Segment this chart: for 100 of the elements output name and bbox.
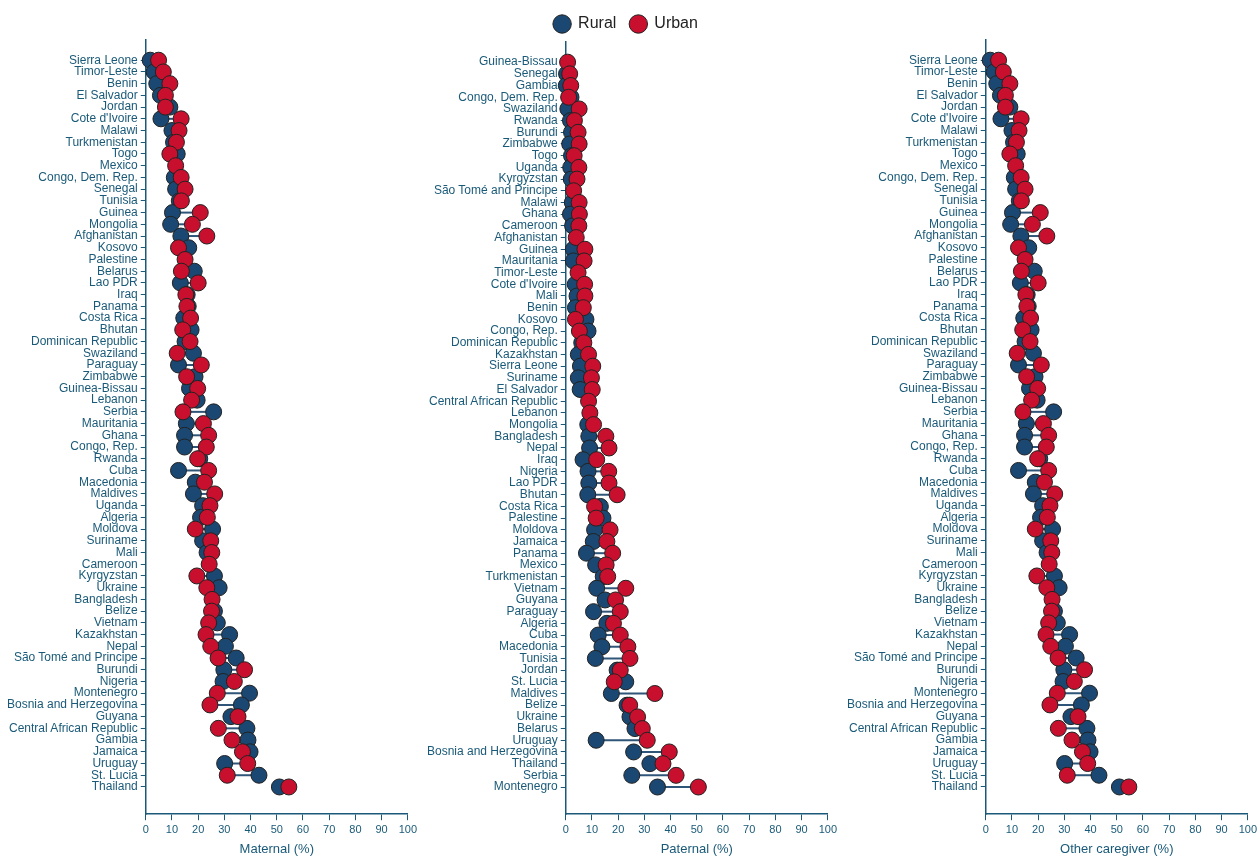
x-tick-label: 70	[323, 822, 336, 835]
x-tick-label: 10	[165, 822, 179, 835]
x-tick-label: 40	[664, 822, 677, 835]
y-tick-label: Mongolia	[509, 416, 559, 431]
x-axis-title: Maternal (%)	[239, 840, 314, 856]
y-tick-label: Congo, Dem. Rep.	[458, 89, 558, 104]
x-tick-label: 20	[192, 822, 205, 835]
x-tick-label: 100	[818, 822, 837, 835]
y-tick-label: El Salvador	[76, 87, 138, 102]
y-tick-label: Central African Republic	[429, 393, 558, 408]
x-axis-title: Paternal (%)	[660, 840, 733, 856]
y-tick-label: Macedonia	[919, 474, 979, 489]
y-tick-label: Rwanda	[513, 112, 559, 127]
y-tick-label: Kyrgyzstan	[78, 568, 138, 583]
y-tick-label: Ghana	[941, 427, 979, 442]
legend-label: Urban	[654, 14, 698, 32]
y-tick-label: Uruguay	[512, 732, 558, 747]
y-tick-label: Mongolia	[89, 216, 139, 231]
y-tick-label: El Salvador	[916, 87, 978, 102]
y-tick-label: Congo, Rep.	[910, 439, 978, 454]
x-tick-label: 70	[1163, 822, 1176, 835]
y-tick-label: Paraguay	[926, 357, 978, 372]
y-tick-label: Sierra Leone	[909, 52, 979, 67]
y-tick-label: Belarus	[97, 263, 138, 278]
y-tick-label: Togo	[531, 148, 559, 162]
y-tick-label: Costa Rica	[79, 310, 139, 325]
x-tick-label: 50	[690, 822, 703, 835]
y-tick-label: Guyana	[515, 592, 559, 607]
y-tick-label: Thailand	[931, 779, 978, 794]
y-tick-label: Sierra Leone	[69, 52, 139, 67]
x-tick-label: 30	[638, 822, 651, 835]
y-tick-label: Paraguay	[86, 357, 138, 372]
y-tick-label: Jordan	[101, 99, 138, 114]
x-tick-label: 0	[982, 822, 989, 835]
y-tick-label: Macedonia	[79, 474, 139, 489]
x-tick-label: 90	[1215, 822, 1228, 835]
y-tick-label: Palestine	[508, 510, 559, 525]
y-tick-label: Kosovo	[517, 311, 559, 326]
y-tick-label: Ghana	[101, 427, 139, 442]
x-tick-label: 20	[1032, 822, 1045, 835]
y-tick-label: Guinea-Bissau	[479, 54, 558, 69]
x-tick-label: 100	[1238, 822, 1257, 835]
y-tick-label: Nigeria	[99, 673, 139, 688]
x-tick-label: 0	[562, 822, 569, 835]
y-tick-label: Guinea-Bissau	[59, 380, 138, 395]
y-tick-label: Vietnam	[513, 580, 558, 595]
x-tick-label: 30	[218, 822, 231, 835]
x-tick-label: 50	[1110, 822, 1123, 835]
y-tick-label: Togo	[111, 146, 139, 161]
y-tick-label: Kyrgyzstan	[918, 568, 978, 583]
y-tick-label: Cameroon	[921, 556, 978, 571]
y-tick-label: Nigeria	[939, 673, 979, 688]
x-tick-label: 60	[1136, 822, 1150, 835]
y-tick-label: Cuba	[109, 462, 139, 477]
y-tick-label: Ghana	[521, 206, 559, 221]
y-tick-label: Guinea	[939, 204, 979, 219]
legend-label: Rural	[578, 14, 617, 32]
x-tick-label: 20	[612, 822, 625, 835]
y-tick-label: Panama	[933, 298, 979, 313]
y-tick-label: Guinea	[99, 204, 139, 219]
x-tick-label: 80	[769, 822, 782, 835]
y-tick-label: Belize	[945, 603, 979, 618]
y-tick-label: Cameroon	[81, 556, 138, 571]
y-tick-label: Jordan	[941, 99, 978, 114]
y-tick-label: Panama	[93, 298, 139, 313]
y-tick-label: Belize	[105, 603, 139, 618]
y-tick-label: Lebanon	[91, 392, 138, 407]
x-tick-label: 80	[349, 822, 362, 835]
y-tick-label: Jordan	[521, 662, 558, 677]
y-tick-label: Nepal	[946, 638, 978, 653]
y-tick-label: Bangladesh	[914, 591, 978, 606]
x-tick-label: 30	[1058, 822, 1071, 835]
y-tick-label: Cote d'Ivoire	[490, 276, 559, 291]
x-tick-label: 60	[296, 822, 310, 835]
y-tick-label: Thailand	[91, 779, 138, 794]
y-tick-label: Congo, Dem. Rep.	[38, 169, 138, 184]
y-tick-label: Congo, Dem. Rep.	[878, 169, 978, 184]
y-tick-label: Turkmenistan	[905, 134, 978, 149]
y-tick-label: Nepal	[106, 638, 138, 653]
x-tick-label: 100	[398, 822, 417, 835]
x-tick-label: 90	[795, 822, 808, 835]
y-tick-label: Belarus	[937, 263, 978, 278]
x-tick-label: 50	[270, 822, 283, 835]
y-tick-label: Guinea	[519, 241, 559, 256]
x-tick-label: 70	[743, 822, 756, 835]
x-tick-label: 10	[1005, 822, 1019, 835]
y-tick-label: Lebanon	[931, 392, 978, 407]
y-tick-label: Guinea-Bissau	[899, 380, 978, 395]
y-tick-label: Cuba	[949, 462, 979, 477]
x-tick-label: 40	[1084, 822, 1097, 835]
y-tick-label: Congo, Rep.	[70, 439, 138, 454]
y-tick-label: Belize	[525, 697, 559, 712]
y-tick-label: Nigeria	[519, 463, 559, 478]
y-tick-label: Sierra Leone	[489, 358, 559, 373]
x-tick-label: 40	[244, 822, 257, 835]
y-tick-label: Serbia	[523, 767, 559, 782]
y-tick-label: Nepal	[526, 440, 558, 455]
x-axis-title: Other caregiver (%)	[1060, 840, 1174, 856]
y-tick-label: Montenegro	[493, 779, 559, 794]
y-tick-label: Zimbabwe	[502, 136, 559, 151]
